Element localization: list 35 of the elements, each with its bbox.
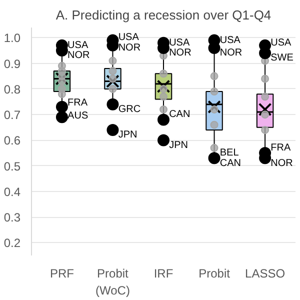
annotation: NOR (169, 48, 192, 59)
y-tick-label: 0.2 (4, 236, 21, 250)
x-tick-label: IRF (154, 266, 174, 280)
annotation: AUS (68, 110, 88, 122)
x-tick-label: PRF (50, 266, 74, 280)
y-tick-label: 0.8 (4, 82, 21, 96)
y-tick-label: 0.3 (4, 210, 21, 225)
annotation: USA (68, 40, 88, 51)
y-tick-label: 0.6 (4, 134, 21, 148)
annotation: NOR (270, 158, 293, 169)
y-tick-label: 0.4 (4, 184, 21, 199)
annotation: NOR (118, 42, 141, 54)
annotation: JPN (169, 140, 188, 151)
annotation: USA (118, 32, 140, 44)
annotation: CAN (169, 109, 190, 120)
annotation: NOR (68, 50, 90, 62)
y-tick-label: 1.0 (4, 31, 21, 46)
annotation: NOR (220, 48, 242, 59)
annotation: USA (220, 34, 241, 46)
chart-title: A. Predicting a recession over Q1-Q4 (56, 8, 272, 22)
x-tick-label: LASSO (245, 266, 286, 280)
x-tick-label: Probit (WoC) (96, 266, 130, 298)
y-tick-label: 0.7 (4, 108, 21, 122)
y-tick-label: 0.9 (4, 56, 21, 71)
annotation: JPN (118, 130, 138, 141)
annotation: BEL (220, 148, 240, 159)
annotation: USA (270, 37, 292, 48)
annotation: GRC (118, 104, 141, 115)
annotation: FRA (68, 98, 88, 109)
y-tick-label: 0.5 (4, 159, 21, 174)
annotation: CAN (220, 158, 241, 169)
annotation: SWE (270, 52, 294, 64)
x-tick-label: Probit (198, 266, 231, 280)
annotation: USA (169, 37, 190, 48)
annotation: FRA (270, 142, 291, 154)
